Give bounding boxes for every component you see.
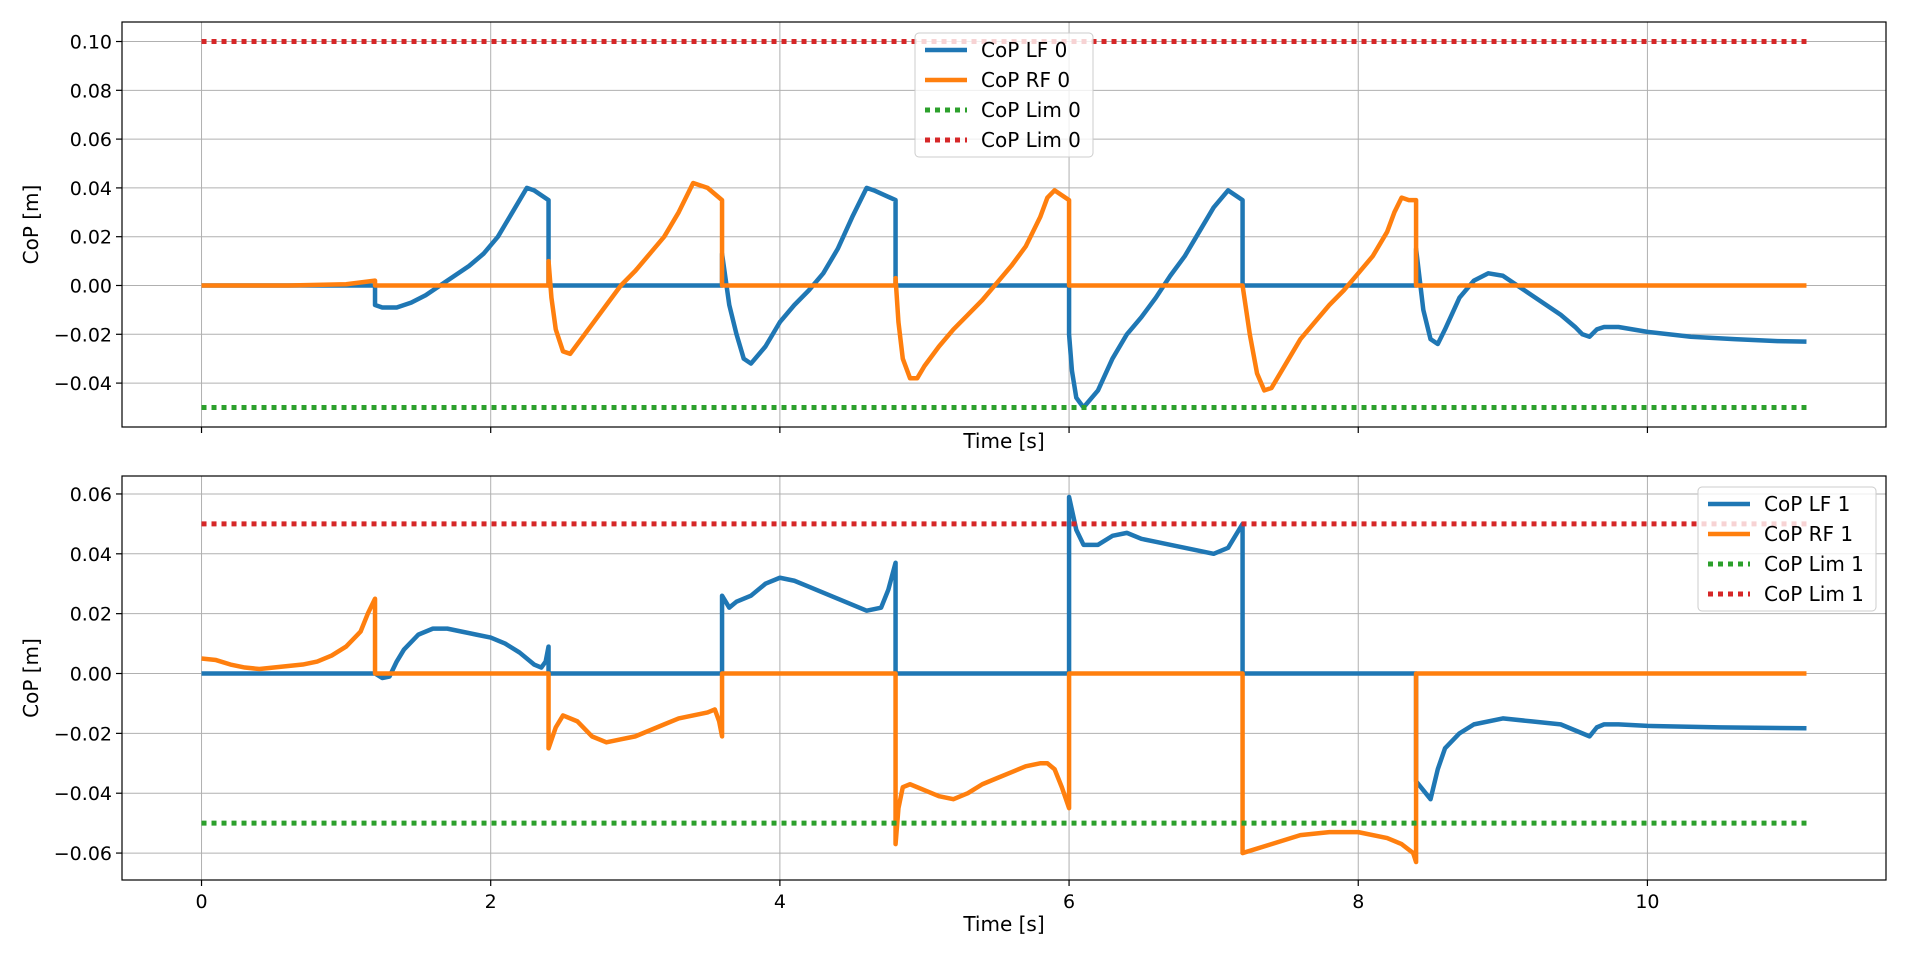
x-tick-label: 2 [485, 891, 497, 913]
series-line-1 [201, 185, 1807, 410]
axes-frame [121, 21, 1887, 428]
x-tick-label: 0 [195, 891, 207, 913]
y-tick-label: −0.02 [54, 723, 112, 745]
axes-frame [121, 475, 1887, 881]
y-tick-label: 0.04 [70, 544, 112, 566]
series-line-2 [201, 180, 1807, 393]
series-group [201, 494, 1807, 865]
y-tick-label: −0.06 [54, 843, 112, 865]
y-tick-label: 0.00 [70, 275, 112, 297]
legend-frame [914, 32, 1094, 158]
x-axis-label: Time [s] [962, 912, 1044, 936]
legend-label: CoP RF 1 [1764, 522, 1853, 546]
y-tick-label: 0.06 [70, 129, 112, 151]
series-line-1 [201, 494, 1807, 802]
legend: CoP LF 1 CoP RF 1 CoP Lim 1 CoP Lim 1 [1697, 486, 1877, 612]
legend-label: CoP LF 0 [981, 38, 1067, 62]
chart-bottom-panel: 0 2 4 6 8 10 −0.06 −0.04 −0.02 0.00 0.02 0.04 0.06 Ti… [19, 475, 1887, 936]
x-axis-label: Time [s] [962, 429, 1044, 453]
y-tick-label: 0.10 [70, 32, 112, 54]
series-line-2 [201, 596, 1807, 865]
legend-label: CoP Lim 1 [1764, 582, 1864, 606]
legend-label: CoP RF 0 [981, 68, 1070, 92]
y-tick-label: 0.02 [70, 604, 112, 626]
x-tick-label: 8 [1352, 891, 1364, 913]
chart-top-panel: −0.04 −0.02 0.00 0.02 0.04 0.06 0.08 0.10 Time [… [19, 21, 1887, 453]
legend-frame [1697, 486, 1877, 612]
legend-label: CoP Lim 0 [981, 128, 1081, 152]
legend-label: CoP LF 1 [1764, 492, 1850, 516]
y-tick-label: −0.04 [54, 373, 112, 395]
legend-label: CoP Lim 1 [1764, 552, 1864, 576]
x-tick-label: 10 [1635, 891, 1659, 913]
y-axis-label: CoP [m] [19, 638, 43, 718]
x-tick-label: 6 [1063, 891, 1075, 913]
legend-label: CoP Lim 0 [981, 98, 1081, 122]
legend: CoP LF 0 CoP RF 0 CoP Lim 0 CoP Lim 0 [914, 32, 1094, 158]
y-tick-label: 0.08 [70, 80, 112, 102]
y-tick-label: −0.02 [54, 324, 112, 346]
x-tick-label: 4 [774, 891, 786, 913]
y-tick-label: −0.04 [54, 783, 112, 805]
y-tick-label: 0.04 [70, 178, 112, 200]
y-tick-label: 0.06 [70, 484, 112, 506]
y-axis-label: CoP [m] [19, 185, 43, 265]
y-tick-label: 0.00 [70, 664, 112, 686]
y-tick-label: 0.02 [70, 227, 112, 249]
